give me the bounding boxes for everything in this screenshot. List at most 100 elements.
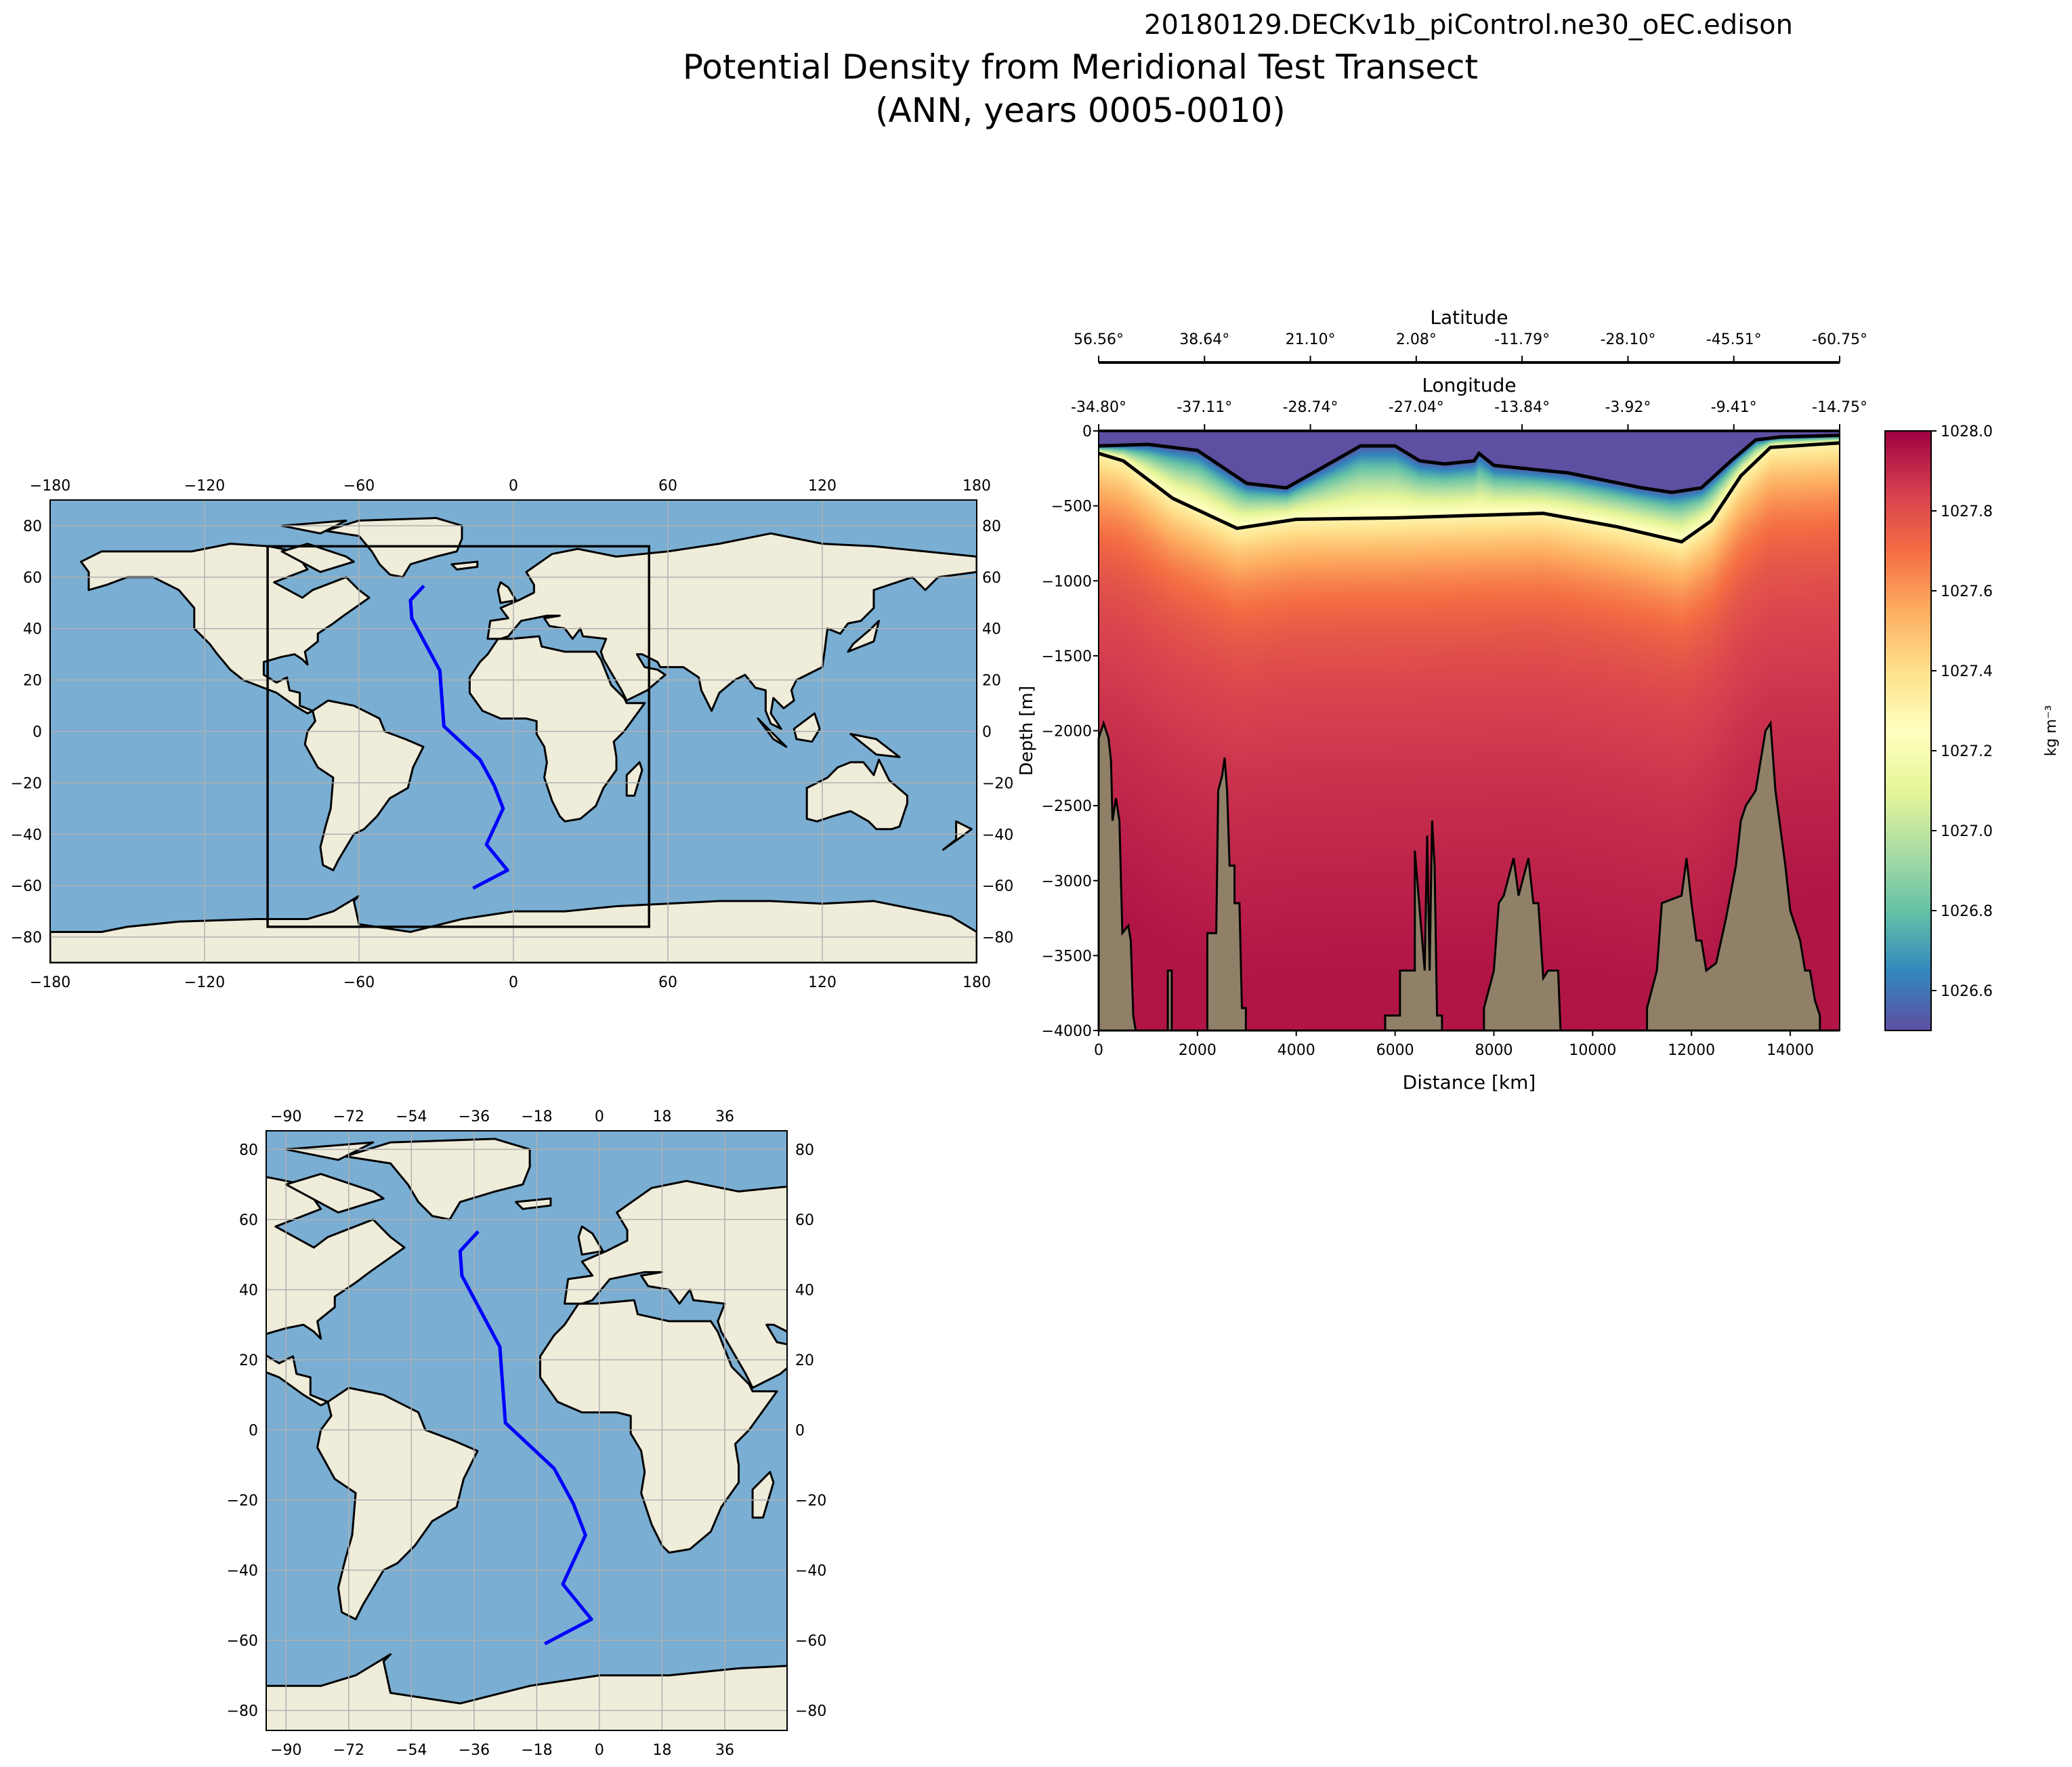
landmass <box>303 699 425 871</box>
lon-tick-label-bottom: −18 <box>521 1742 552 1759</box>
lon-tick-label-bottom: −90 <box>270 1742 301 1759</box>
y-tick-label: −3500 <box>1042 948 1092 965</box>
colorbar-tick-label: 1027.2 <box>1941 743 1993 760</box>
longitude-tick-label: -28.74° <box>1283 399 1338 416</box>
density-contour <box>1098 434 1840 495</box>
longitude-axis-label: Longitude <box>1422 374 1516 396</box>
lon-tick-label-top: −54 <box>396 1108 427 1125</box>
landmass <box>751 1471 775 1519</box>
global-map: −180 −180 −120 −120 −60 −60 0 0 60 60 120 120 180 180… <box>11 478 1014 991</box>
x-tick-label: 14000 <box>1767 1042 1814 1059</box>
lat-tick-label-right: −80 <box>982 930 1013 947</box>
lon-tick-label-top: −60 <box>343 478 375 495</box>
colorbar-label: kg m⁻³ <box>2043 705 2060 757</box>
lon-tick-label-bottom: −180 <box>30 974 70 991</box>
colorbar-tick-label: 1028.0 <box>1941 423 1993 440</box>
lon-tick-label-top: −90 <box>270 1108 301 1125</box>
lat-tick-label-left: 60 <box>239 1212 258 1229</box>
transect-section-plot: 0 2000 4000 6000 8000 10000 12000 14000 0 −500 −10… <box>1017 306 1867 1094</box>
lon-tick-label-top: 0 <box>595 1108 604 1125</box>
landmass <box>266 1176 406 1407</box>
latitude-tick-label: 56.56° <box>1074 331 1124 348</box>
landmass <box>284 1173 385 1214</box>
region-box <box>266 545 651 928</box>
landmass <box>324 517 463 579</box>
landmass <box>280 543 355 573</box>
landmass <box>284 1141 375 1161</box>
map-content <box>50 500 977 963</box>
transect-line <box>408 585 509 890</box>
x-tick-label: 6000 <box>1376 1042 1414 1059</box>
y-tick-label: −1000 <box>1042 573 1092 590</box>
x-tick-label: 2000 <box>1179 1042 1217 1059</box>
regional-map: −90 −90 −72 −72 −54 −54 −36 −36 −18 −18 0 0 18 18 36 36… <box>227 1108 1219 1759</box>
lon-tick-label-bottom: −54 <box>396 1742 427 1759</box>
lat-tick-label-left: 40 <box>239 1282 258 1299</box>
lat-tick-label-left: 80 <box>23 518 42 535</box>
lat-tick-label-right: −20 <box>982 775 1013 792</box>
lat-tick-label-left: −40 <box>227 1562 258 1579</box>
x-axis-label: Distance [km] <box>1403 1071 1536 1094</box>
landmass <box>805 758 908 831</box>
longitude-tick-label: -37.11° <box>1177 399 1232 416</box>
figure-title-line2: (ANN, years 0005-0010) <box>875 91 1286 130</box>
y-axis-label: Depth [m] <box>1017 686 1037 776</box>
longitude-tick-label: -13.84° <box>1494 399 1550 416</box>
x-tick-label: 12000 <box>1668 1042 1715 1059</box>
map-content <box>266 1131 1219 1730</box>
longitude-tick-label: -27.04° <box>1389 399 1444 416</box>
lon-tick-label-top: −180 <box>30 478 70 495</box>
lat-tick-label-right: −60 <box>982 878 1013 895</box>
lat-tick-label-right: 0 <box>982 724 992 741</box>
y-tick-label: 0 <box>1082 423 1092 440</box>
lat-tick-label-left: 0 <box>249 1422 258 1439</box>
landmass <box>1181 1553 1219 1592</box>
landmass <box>280 519 347 535</box>
lat-tick-label-right: 60 <box>795 1212 814 1229</box>
lat-tick-label-right: 20 <box>795 1352 814 1369</box>
lon-tick-label-top: −18 <box>521 1108 552 1125</box>
landmass <box>344 1138 531 1221</box>
lat-tick-label-left: 0 <box>33 724 42 741</box>
lat-tick-label-right: −20 <box>795 1493 826 1510</box>
landmass <box>849 732 901 758</box>
lat-tick-label-left: −20 <box>227 1493 258 1510</box>
latitude-tick-label: 38.64° <box>1179 331 1229 348</box>
lon-tick-label-top: 18 <box>652 1108 671 1125</box>
lat-tick-label-right: 40 <box>982 621 1001 638</box>
density-contour <box>1098 441 1840 544</box>
lat-tick-label-left: 20 <box>23 673 42 690</box>
x-tick-label: 8000 <box>1475 1042 1513 1059</box>
landmass <box>316 1386 479 1621</box>
run-name: 20180129.DECKv1b_piControl.ne30_oEC.edis… <box>1144 9 1793 41</box>
map-frame <box>49 499 977 963</box>
landmass <box>996 1468 1132 1563</box>
colorbar-tick-label: 1027.4 <box>1941 663 1993 680</box>
lon-tick-label-bottom: 60 <box>658 974 677 991</box>
colorbar-tick-label: 1027.6 <box>1941 583 1993 600</box>
x-tick-label: 0 <box>1094 1042 1103 1059</box>
latitude-tick-label: 2.08° <box>1396 331 1437 348</box>
lat-tick-label-right: −80 <box>795 1703 826 1720</box>
lat-tick-label-right: 40 <box>795 1282 814 1299</box>
colorbar-tick-label: 1027.0 <box>1941 823 1993 840</box>
lat-tick-label-right: 20 <box>982 673 1001 690</box>
lat-tick-label-right: −40 <box>982 827 1013 844</box>
y-tick-label: −3000 <box>1042 873 1092 890</box>
y-tick-label: −4000 <box>1042 1023 1092 1040</box>
landmass <box>979 1405 1013 1444</box>
latitude-tick-label: 21.10° <box>1286 331 1336 348</box>
lon-tick-label-top: 0 <box>509 478 518 495</box>
landmass <box>792 712 821 743</box>
y-tick-label: −1500 <box>1042 648 1092 665</box>
lon-tick-label-bottom: −36 <box>459 1742 490 1759</box>
latitude-axis-label: Latitude <box>1430 306 1508 329</box>
lat-tick-label-right: 0 <box>795 1422 805 1439</box>
landmass <box>1052 1279 1094 1321</box>
lon-tick-label-top: 180 <box>963 478 991 495</box>
lon-tick-label-bottom: 120 <box>808 974 837 991</box>
landmass <box>1055 1434 1122 1465</box>
lat-tick-label-right: −40 <box>795 1562 826 1579</box>
